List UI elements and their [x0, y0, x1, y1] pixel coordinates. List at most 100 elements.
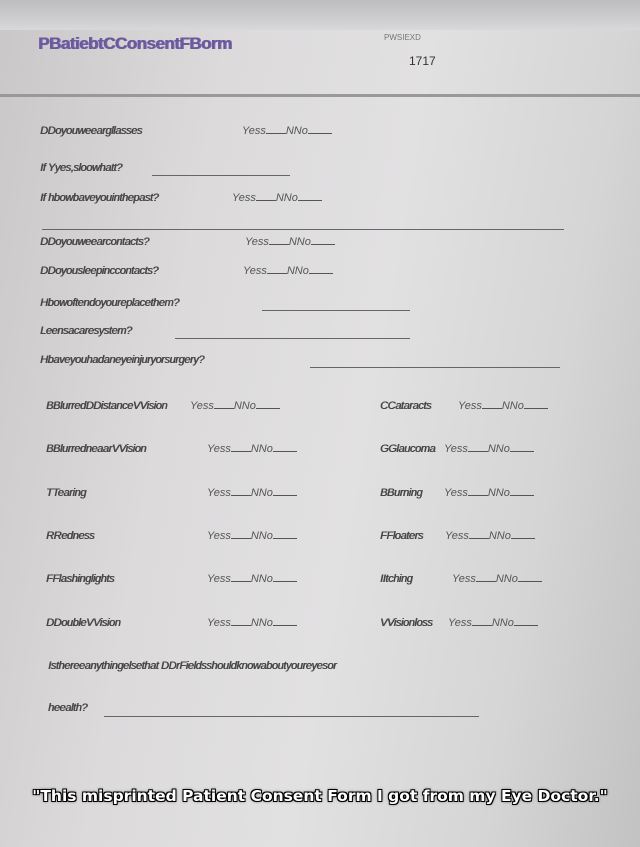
answer-line[interactable] [152, 175, 290, 176]
no-label: NNo [491, 617, 514, 629]
no-label: NNo [488, 530, 511, 542]
no-blank[interactable] [510, 537, 535, 539]
symptom-left-0: BBlurredDDistanceVVision [46, 400, 168, 412]
yes-label: Yess [243, 265, 267, 277]
no-blank[interactable] [310, 243, 335, 245]
yes-blank[interactable] [266, 272, 287, 274]
no-blank[interactable] [523, 407, 548, 409]
yes-label: Yess [207, 443, 231, 455]
yes-blank[interactable] [475, 580, 496, 582]
question-4-yes-no: Yess NNo [243, 265, 333, 277]
yes-label: Yess [458, 400, 482, 412]
question-2: If hbowbaveyouinthepast? [40, 192, 159, 204]
yes-blank[interactable] [230, 537, 251, 539]
yes-blank[interactable] [230, 494, 251, 496]
no-label: NNo [288, 236, 311, 248]
no-blank[interactable] [255, 407, 280, 409]
no-blank[interactable] [272, 494, 297, 496]
symptom-left-4-yes-no: Yess NNo [207, 573, 297, 585]
no-blank[interactable] [308, 272, 333, 274]
symptom-right-0-yes-no: Yess NNo [458, 400, 548, 412]
no-blank[interactable] [307, 132, 332, 134]
final-question-line1: Isthereeanythingelsethat DDrFieldsshould… [48, 660, 337, 672]
section-divider [42, 229, 564, 230]
no-label: NNo [275, 192, 298, 204]
yes-blank[interactable] [467, 494, 488, 496]
paper-top-shadow [0, 0, 640, 30]
question-5: Hbowoftendoyoureplacethem? [40, 297, 179, 309]
yes-label: Yess [207, 530, 231, 542]
symptom-right-1: GGlaucoma [380, 443, 436, 455]
question-2-yes-no: Yess NNo [232, 192, 322, 204]
yes-label: Yess [207, 617, 231, 629]
no-blank[interactable] [517, 580, 542, 582]
no-label: NNo [285, 125, 308, 137]
no-label: NNo [495, 573, 518, 585]
question-0-yes-no: Yess NNo [242, 125, 332, 137]
yes-blank[interactable] [481, 407, 502, 409]
yes-label: Yess [448, 617, 472, 629]
no-label: NNo [250, 573, 273, 585]
final-question-line2: heealth? [48, 702, 88, 714]
symptom-right-4-yes-no: Yess NNo [452, 573, 542, 585]
yes-blank[interactable] [467, 450, 488, 452]
no-label: NNo [501, 400, 524, 412]
no-blank[interactable] [272, 580, 297, 582]
symptom-left-1: BBlurredneaarVVision [46, 443, 147, 455]
question-7: Hbaveyouhadaneyeinjuryorsurgery? [40, 354, 204, 366]
no-label: NNo [286, 265, 309, 277]
symptom-right-1-yes-no: Yess NNo [444, 443, 534, 455]
answer-line[interactable] [310, 367, 560, 368]
yes-blank[interactable] [213, 407, 234, 409]
no-label: NNo [250, 487, 273, 499]
symptom-right-3: FFloaters [380, 530, 423, 542]
question-6: Leensacaresystem? [40, 325, 132, 337]
yes-label: Yess [232, 192, 256, 204]
symptom-left-3-yes-no: Yess NNo [207, 530, 297, 542]
no-blank[interactable] [509, 494, 534, 496]
no-blank[interactable] [297, 199, 322, 201]
yes-blank[interactable] [230, 450, 251, 452]
no-label: NNo [250, 443, 273, 455]
yes-blank[interactable] [255, 199, 276, 201]
symptom-left-3: RRedness [46, 530, 95, 542]
symptom-right-2: BBurning [380, 487, 423, 499]
yes-blank[interactable] [230, 580, 251, 582]
yes-label: Yess [242, 125, 266, 137]
no-label: NNo [487, 443, 510, 455]
question-3: DDoyouweearcontacts? [40, 236, 149, 248]
yes-label: Yess [245, 236, 269, 248]
yes-blank[interactable] [471, 624, 492, 626]
symptom-left-0-yes-no: Yess NNo [190, 400, 280, 412]
yes-blank[interactable] [265, 132, 286, 134]
symptom-right-2-yes-no: Yess NNo [444, 487, 534, 499]
yes-label: Yess [452, 573, 476, 585]
yes-label: Yess [444, 443, 468, 455]
yes-blank[interactable] [468, 537, 489, 539]
no-blank[interactable] [272, 450, 297, 452]
answer-line[interactable] [175, 338, 410, 339]
answer-line[interactable] [262, 310, 410, 311]
answer-line[interactable] [104, 716, 479, 717]
yes-label: Yess [445, 530, 469, 542]
no-label: NNo [487, 487, 510, 499]
question-4: DDoyousleepinccontacts? [40, 265, 158, 277]
no-blank[interactable] [272, 537, 297, 539]
symptom-left-2: TTearing [46, 487, 86, 499]
question-3-yes-no: Yess NNo [245, 236, 335, 248]
symptom-left-5: DDoubleVVision [46, 617, 121, 629]
yes-label: Yess [207, 573, 231, 585]
symptom-left-1-yes-no: Yess NNo [207, 443, 297, 455]
yes-blank[interactable] [230, 624, 251, 626]
patient-id-label: PWSIEXD [384, 33, 421, 42]
header-divider [0, 94, 640, 97]
question-0: DDoyouweeargllasses [40, 125, 142, 137]
meme-caption: "This misprinted Patient Consent Form I … [32, 787, 608, 805]
no-blank[interactable] [513, 624, 538, 626]
no-blank[interactable] [272, 624, 297, 626]
patient-id: 1717 [409, 54, 436, 68]
yes-blank[interactable] [268, 243, 289, 245]
symptom-right-4: IItching [380, 573, 413, 585]
no-label: NNo [250, 530, 273, 542]
no-blank[interactable] [509, 450, 534, 452]
